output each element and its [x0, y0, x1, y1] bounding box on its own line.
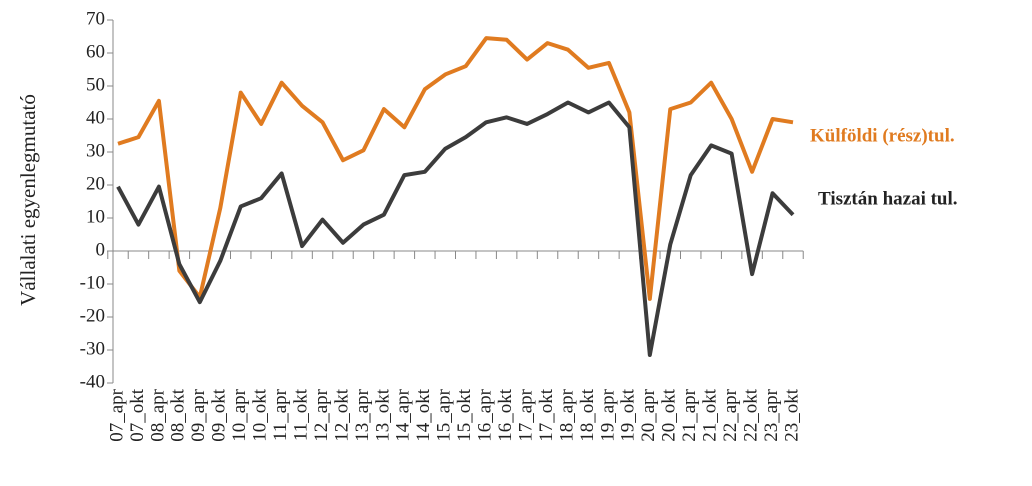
- x-tick-label: 16_okt: [495, 388, 516, 442]
- x-tick-label: 11_apr: [270, 388, 291, 441]
- series-label: Tisztán hazai tul.: [818, 188, 958, 209]
- y-tick-label: 60: [86, 41, 105, 62]
- x-tick-label: 22_apr: [720, 388, 741, 441]
- x-tick-label: 10_okt: [250, 388, 271, 442]
- x-tick-label: 07_okt: [127, 388, 148, 442]
- series-line: [116, 100, 795, 357]
- x-tick-label: 09_apr: [188, 388, 209, 441]
- x-tick-label: 21_okt: [700, 388, 721, 442]
- y-tick-label: 40: [86, 107, 105, 128]
- y-tick-label: -40: [80, 371, 105, 392]
- series-label: Külföldi (rész)tul.: [810, 125, 955, 146]
- y-tick-label: 10: [86, 206, 105, 227]
- x-tick-label: 21_apr: [679, 388, 700, 441]
- y-tick-label: 70: [86, 8, 105, 29]
- x-tick-label: 17_apr: [515, 388, 536, 441]
- x-tick-label: 13_apr: [352, 388, 373, 441]
- x-tick-label: 10_apr: [229, 388, 250, 441]
- x-tick-label: 20_apr: [638, 388, 659, 441]
- x-tick-label: 13_okt: [372, 388, 393, 442]
- x-tick-label: 14_apr: [393, 388, 414, 441]
- y-tick-label: 20: [86, 173, 105, 194]
- x-tick-label: 09_okt: [209, 388, 230, 442]
- x-tick-label: 15_apr: [434, 388, 455, 441]
- y-tick-label: -10: [80, 272, 105, 293]
- x-tick-label: 22_okt: [740, 388, 761, 442]
- x-tick-label: 08_apr: [147, 388, 168, 441]
- x-tick-label: 07_apr: [106, 388, 127, 441]
- x-tick-label: 15_okt: [454, 388, 475, 442]
- x-tick-label: 20_okt: [659, 388, 680, 442]
- x-tick-label: 23_okt: [781, 388, 802, 442]
- x-tick-label: 08_okt: [168, 388, 189, 442]
- series-line: [117, 36, 794, 301]
- x-tick-label: 14_okt: [413, 388, 434, 442]
- y-tick-label: -20: [80, 305, 105, 326]
- y-axis-label: Vállalati egyenlegmutató: [16, 94, 40, 306]
- x-tick-label: 11_okt: [290, 388, 311, 441]
- x-tick-label: 23_apr: [761, 388, 782, 441]
- y-tick-label: 0: [96, 239, 106, 260]
- y-tick-label: -30: [80, 338, 105, 359]
- x-tick-label: 18_apr: [556, 388, 577, 441]
- x-tick-label: 17_okt: [536, 388, 557, 442]
- x-tick-label: 12_okt: [331, 388, 352, 442]
- x-tick-label: 19_okt: [618, 388, 639, 442]
- y-tick-label: 50: [86, 74, 105, 95]
- x-tick-label: 18_okt: [577, 388, 598, 442]
- x-tick-label: 19_apr: [597, 388, 618, 441]
- x-tick-label: 16_apr: [475, 388, 496, 441]
- x-tick-label: 12_apr: [311, 388, 332, 441]
- y-tick-label: 30: [86, 140, 105, 161]
